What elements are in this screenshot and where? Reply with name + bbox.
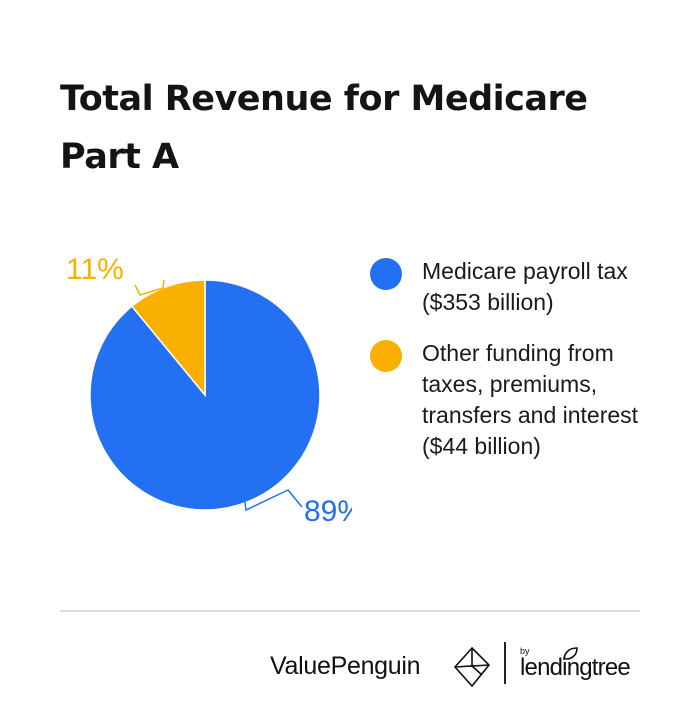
legend-swatch-blue-icon xyxy=(370,258,402,290)
brand-separator xyxy=(504,642,506,684)
pie-slice-medicare-payroll-tax xyxy=(89,279,321,511)
lendingtree-wordmark: lendingtree xyxy=(520,654,631,681)
valuepenguin-logo-icon xyxy=(453,646,491,688)
legend-swatch-yellow-icon xyxy=(370,340,402,372)
pie-slice-other-funding xyxy=(130,279,206,398)
pie-chart-svg: 11% 89% xyxy=(66,253,352,528)
leaf-icon xyxy=(563,647,578,661)
valuepenguin-wordmark: ValuePenguin xyxy=(270,652,421,680)
footer-divider xyxy=(60,610,640,612)
leader-line-small-slice xyxy=(134,279,165,296)
footer-branding: ValuePenguin by lendingtree xyxy=(270,640,650,690)
legend-item-medicare-payroll-tax: Medicare payroll tax ($353 billion) xyxy=(370,256,670,318)
data-label-small-slice: 11% xyxy=(66,253,124,286)
legend-label: Other funding from taxes, premiums, tran… xyxy=(422,340,639,459)
leader-line-large-slice xyxy=(244,489,303,512)
by-label: by xyxy=(520,646,530,656)
chart-legend: Medicare payroll tax ($353 billion) Othe… xyxy=(370,256,670,482)
legend-item-other-funding: Other funding from taxes, premiums, tran… xyxy=(370,338,670,462)
pie-chart: 11% 89% xyxy=(60,245,352,545)
legend-label: Medicare payroll tax ($353 billion) xyxy=(422,258,628,315)
data-label-large-slice: 89% xyxy=(304,495,352,528)
chart-title: Total Revenue for Medicare Part A xyxy=(60,79,588,177)
